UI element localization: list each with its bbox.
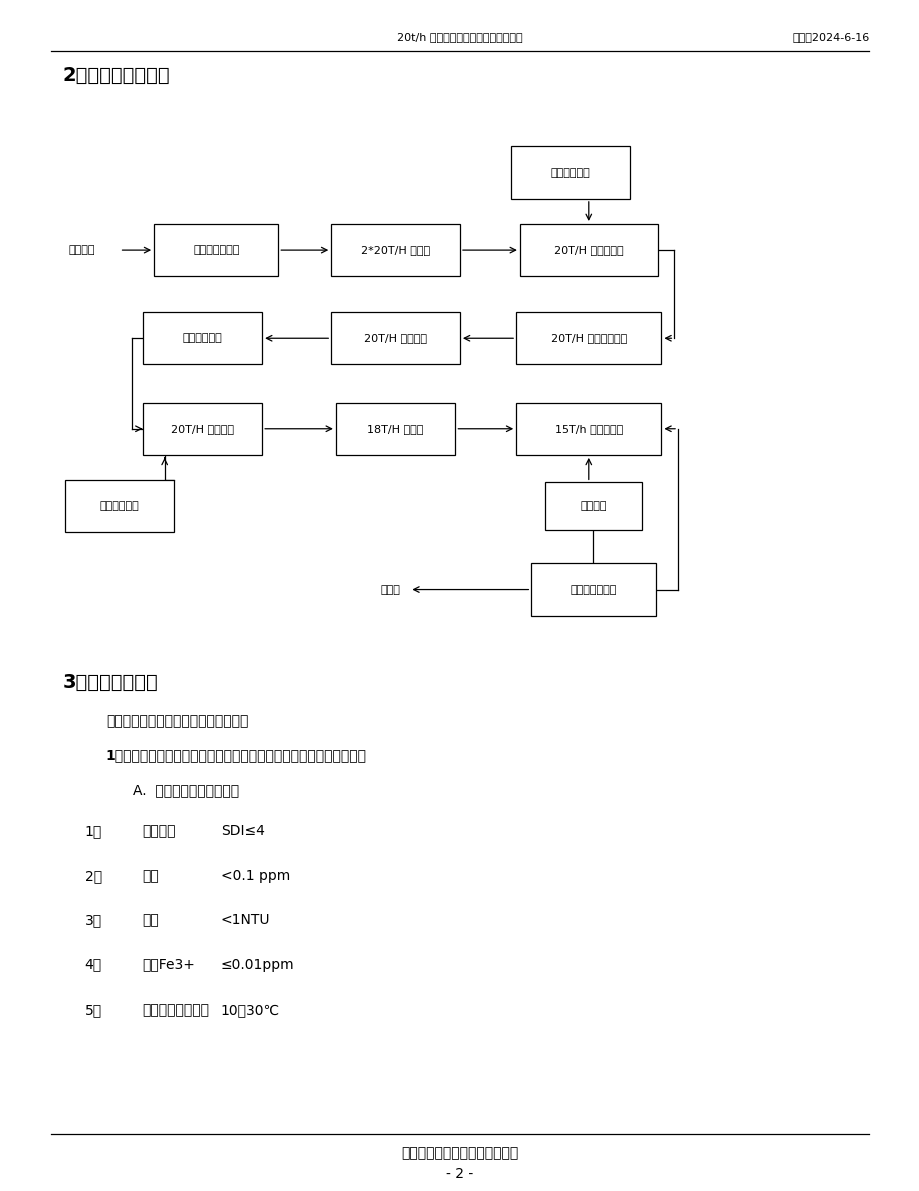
Text: <1NTU: <1NTU xyxy=(221,913,270,928)
Bar xyxy=(65,480,174,532)
Text: 絮凝加药装置: 絮凝加药装置 xyxy=(550,168,590,177)
Text: 电镀废水: 电镀废水 xyxy=(69,245,96,255)
Text: 2、工艺流程示意图: 2、工艺流程示意图 xyxy=(62,66,170,85)
Text: 东莞市益民水处理科技有限公司: 东莞市益民水处理科技有限公司 xyxy=(401,1146,518,1160)
Text: - 2 -: - 2 - xyxy=(446,1167,473,1181)
Text: 1、预处理及反渗透部分组成和目的：为反渗透装置提供合格的进水。: 1、预处理及反渗透部分组成和目的：为反渗透装置提供合格的进水。 xyxy=(106,748,367,762)
Text: 20T/H 活性碳过滤器: 20T/H 活性碳过滤器 xyxy=(550,333,626,343)
Text: 清洗装置: 清洗装置 xyxy=(580,501,606,511)
Bar xyxy=(142,312,262,364)
Text: 18T/H 高压泵: 18T/H 高压泵 xyxy=(367,424,424,434)
Text: ≤0.01ppm: ≤0.01ppm xyxy=(221,958,294,972)
Text: 5）: 5） xyxy=(85,1003,102,1017)
Bar xyxy=(331,312,460,364)
Text: 原水箱（自备）: 原水箱（自备） xyxy=(193,245,239,255)
Text: 3、工艺流程说明: 3、工艺流程说明 xyxy=(62,673,158,692)
Text: 日期：2024-6-16: 日期：2024-6-16 xyxy=(791,32,868,42)
Text: 2）: 2） xyxy=(85,869,102,884)
Text: <0.1 ppm: <0.1 ppm xyxy=(221,869,289,884)
Text: 20t/h 反渗透中水回用系统技术方案书: 20t/h 反渗透中水回用系统技术方案书 xyxy=(397,32,522,42)
Bar xyxy=(510,146,630,199)
Bar xyxy=(142,403,262,455)
Bar xyxy=(516,312,661,364)
Bar xyxy=(331,224,460,276)
Bar xyxy=(544,482,641,530)
Text: 阻垢加药装置: 阻垢加药装置 xyxy=(99,501,140,511)
Bar xyxy=(154,224,278,276)
Text: 超滤水箱自备: 超滤水箱自备 xyxy=(182,333,222,343)
Text: 3）: 3） xyxy=(85,913,102,928)
Text: 纯水箱（自备）: 纯水箱（自备） xyxy=(570,585,616,594)
Text: 用水点: 用水点 xyxy=(380,585,400,594)
Text: 浊度: 浊度 xyxy=(142,913,159,928)
Text: 4）: 4） xyxy=(85,958,102,972)
Text: 10～30℃: 10～30℃ xyxy=(221,1003,279,1017)
Text: 本工艺包括预处理部分、反渗透部分。: 本工艺包括预处理部分、反渗透部分。 xyxy=(106,715,248,729)
Text: 20T/H 保安滤器: 20T/H 保安滤器 xyxy=(171,424,233,434)
Text: 污染指数: 污染指数 xyxy=(142,824,176,838)
Text: 20T/H 机械过滤器: 20T/H 机械过滤器 xyxy=(553,245,623,255)
Text: 15T/h 反渗透主机: 15T/h 反渗透主机 xyxy=(554,424,622,434)
Bar xyxy=(516,403,661,455)
Bar xyxy=(335,403,455,455)
Text: 20T/H 超滤装置: 20T/H 超滤装置 xyxy=(364,333,426,343)
Text: 余氯: 余氯 xyxy=(142,869,159,884)
Text: 供水Fe3+: 供水Fe3+ xyxy=(142,958,195,972)
Text: 1）: 1） xyxy=(85,824,102,838)
Bar xyxy=(519,224,657,276)
Text: 供水水温适宜范围: 供水水温适宜范围 xyxy=(142,1003,210,1017)
Text: SDI≤4: SDI≤4 xyxy=(221,824,265,838)
Bar xyxy=(531,563,655,616)
Text: A.  反渗透系统进水要求：: A. 反渗透系统进水要求： xyxy=(133,784,239,798)
Text: 2*20T/H 原水泵: 2*20T/H 原水泵 xyxy=(360,245,430,255)
